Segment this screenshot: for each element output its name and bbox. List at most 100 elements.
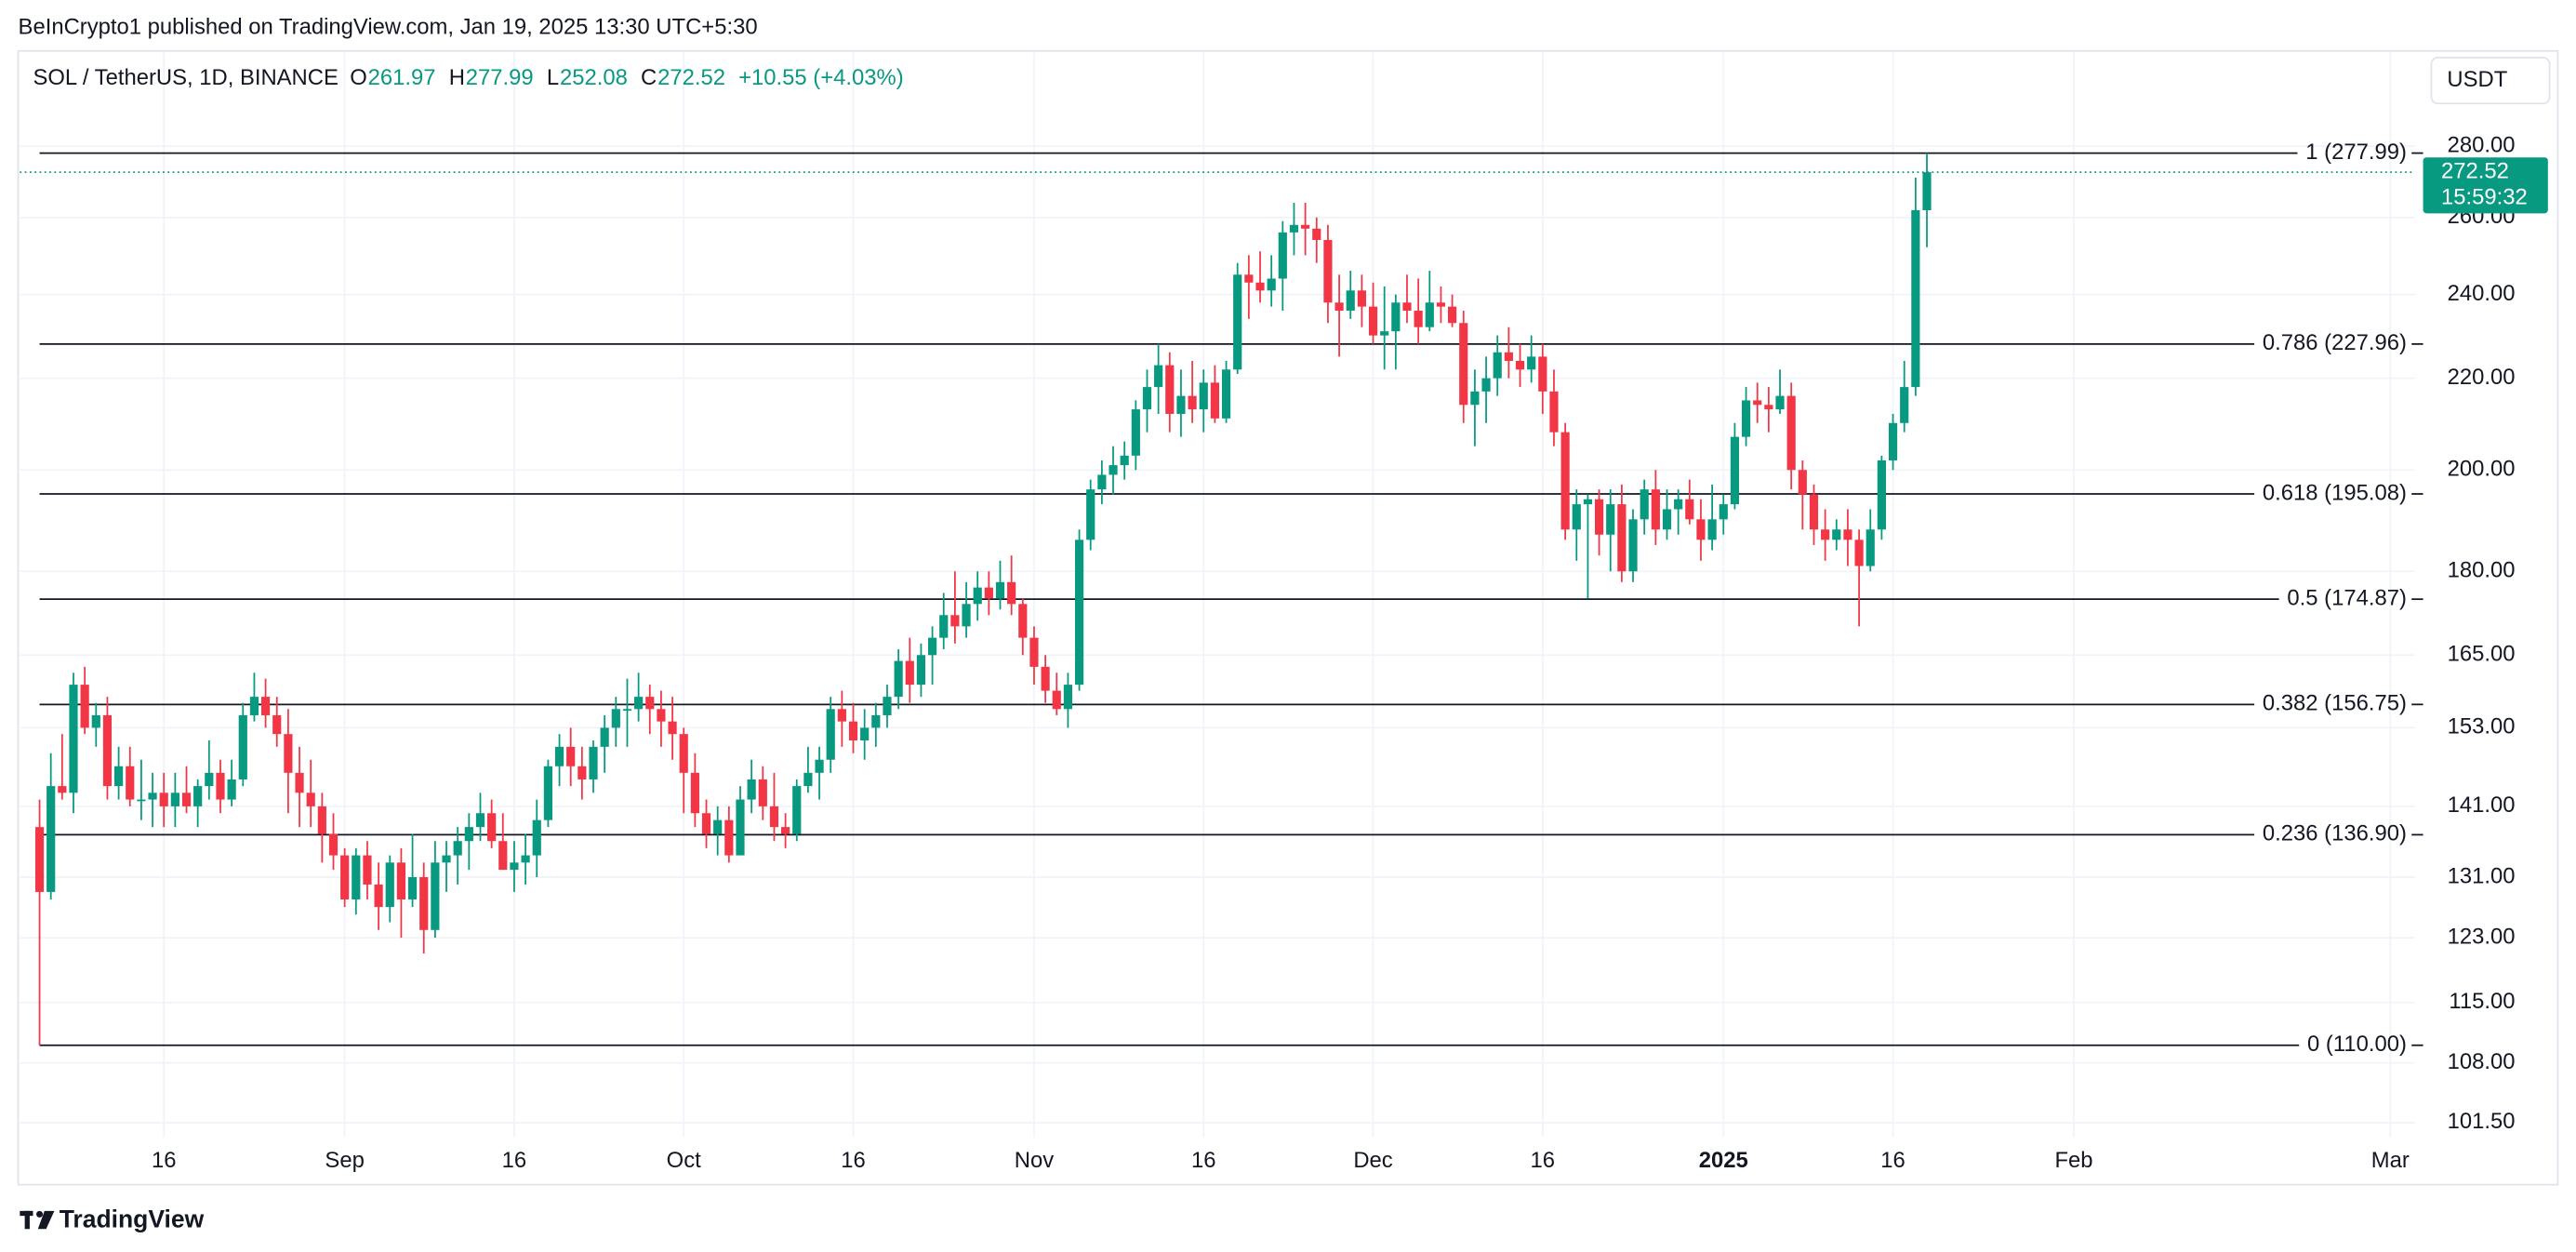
- candle-body: [1786, 395, 1796, 471]
- ohlc-label: C: [641, 65, 657, 90]
- candle-body: [781, 827, 790, 834]
- candle-body: [1662, 509, 1672, 530]
- y-tick-label: 165.00: [2448, 642, 2516, 667]
- y-tick-label: 180.00: [2448, 558, 2516, 583]
- candle-body: [690, 772, 699, 814]
- level-label: 0.236 (136.90): [2263, 821, 2407, 846]
- candle-body: [1877, 460, 1886, 530]
- candle-body: [1572, 504, 1581, 530]
- candle-body: [1560, 432, 1570, 530]
- candle-body: [453, 841, 462, 856]
- candle-body: [1470, 391, 1480, 406]
- candle-body: [1063, 685, 1073, 710]
- ohlc-label: L: [547, 65, 559, 90]
- candle-body: [1911, 209, 1920, 388]
- candle-body: [126, 766, 135, 800]
- candle-body: [758, 779, 767, 806]
- candle-body: [1481, 378, 1491, 392]
- candle-body: [272, 714, 282, 735]
- candle-body: [385, 862, 394, 908]
- candle-body: [589, 746, 598, 779]
- x-tick-label: Oct: [667, 1148, 701, 1173]
- candle-body: [1188, 395, 1197, 410]
- y-tick-label: 153.00: [2448, 714, 2516, 739]
- candle-body: [1267, 278, 1276, 291]
- candle-body: [1425, 302, 1434, 327]
- candle-body: [407, 876, 418, 899]
- candle-body: [1900, 387, 1909, 423]
- candle-body: [1176, 395, 1186, 414]
- candle-body: [91, 714, 100, 728]
- level-label: 0.5 (174.87): [2287, 585, 2407, 610]
- x-tick-label: 16: [1191, 1148, 1216, 1173]
- candle-body: [724, 819, 734, 856]
- x-tick-label: 16: [152, 1148, 177, 1173]
- candle-body: [532, 819, 541, 856]
- candle-body: [803, 772, 813, 787]
- candle-body: [114, 766, 124, 787]
- candle-body: [1086, 489, 1095, 540]
- brand: TradingView: [60, 1205, 205, 1232]
- candle-body: [1832, 529, 1841, 540]
- candle-body: [611, 709, 620, 728]
- candle-body: [205, 772, 214, 787]
- candle-body: [894, 660, 903, 698]
- candle-body: [352, 855, 361, 899]
- level-label: 0.618 (195.08): [2263, 480, 2407, 505]
- candle-body: [871, 714, 881, 728]
- candle-body: [792, 786, 802, 834]
- candle-body: [769, 806, 779, 828]
- candle-body: [1255, 282, 1265, 291]
- candle-body: [1210, 382, 1219, 419]
- candle-body: [317, 806, 326, 834]
- x-tick-label: Feb: [2054, 1148, 2092, 1173]
- logo-part: [24, 1210, 30, 1230]
- y-tick-label: 280.00: [2448, 132, 2516, 157]
- candle-body: [148, 792, 157, 800]
- candle-body: [1594, 499, 1604, 535]
- candle-body: [102, 714, 113, 787]
- candle-body: [1436, 302, 1446, 307]
- candle-body: [181, 792, 192, 806]
- x-tick-label: Mar: [2371, 1148, 2410, 1173]
- candle-body: [260, 697, 271, 715]
- candle-body: [1018, 604, 1028, 638]
- candle-body: [950, 615, 960, 627]
- candle-body: [736, 799, 745, 856]
- candle-body: [860, 727, 870, 740]
- candle-body: [815, 759, 824, 773]
- candle-body: [1628, 519, 1638, 572]
- candle-body: [1368, 306, 1378, 336]
- candle-body: [1323, 239, 1333, 303]
- candle-body: [883, 697, 892, 715]
- candle-body: [668, 721, 677, 735]
- candle-body: [1334, 302, 1344, 312]
- countdown: 15:59:32: [2441, 185, 2528, 210]
- candle-body: [554, 746, 564, 766]
- candle-body: [566, 746, 576, 766]
- candle-body: [80, 685, 89, 728]
- candle-body: [679, 734, 688, 773]
- candle-body: [1414, 311, 1423, 327]
- candle-body: [995, 581, 1005, 599]
- candle-body: [1244, 274, 1254, 283]
- candle-body: [1640, 489, 1649, 520]
- candle-body: [645, 697, 655, 710]
- candle-body: [1741, 400, 1751, 437]
- candle-body: [1199, 382, 1208, 410]
- candle-body: [284, 734, 293, 773]
- candle-body: [487, 813, 497, 842]
- candle-body: [657, 709, 666, 722]
- candle-body: [1233, 274, 1242, 370]
- candle-body: [1346, 290, 1355, 312]
- currency-box[interactable]: [2430, 56, 2551, 105]
- candle-body: [826, 709, 835, 760]
- candle-body: [1549, 391, 1559, 433]
- candle-body: [46, 786, 56, 892]
- candle-body: [1109, 465, 1118, 475]
- candle-body: [1685, 499, 1694, 520]
- candle-body: [1131, 409, 1140, 456]
- x-tick-label: 2025: [1699, 1148, 1748, 1173]
